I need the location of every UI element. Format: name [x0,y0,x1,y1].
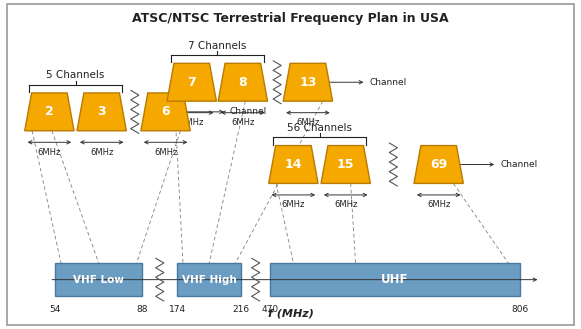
Bar [55,263,142,296]
Text: 8: 8 [239,76,247,89]
Text: 6MHz: 6MHz [90,147,113,157]
Text: 6MHz: 6MHz [334,200,357,209]
Text: 6: 6 [162,105,170,118]
Text: 69: 69 [430,158,447,171]
Text: 15: 15 [337,158,354,171]
Polygon shape [141,93,190,131]
Text: 13: 13 [299,76,317,89]
Text: 6MHz: 6MHz [180,118,203,127]
Text: 14: 14 [285,158,302,171]
Polygon shape [77,93,127,131]
Bar [177,263,241,296]
Polygon shape [284,63,332,101]
Text: 7: 7 [187,76,196,89]
Bar [270,263,520,296]
Text: VHF Low: VHF Low [73,275,124,285]
Polygon shape [24,93,74,131]
Text: 6MHz: 6MHz [296,118,320,127]
Text: 6MHz: 6MHz [427,200,450,209]
Text: 3: 3 [98,105,106,118]
Text: f (MHz): f (MHz) [268,309,313,318]
Text: 5 Channels: 5 Channels [46,70,105,80]
Text: ATSC/NTSC Terrestrial Frequency Plan in USA: ATSC/NTSC Terrestrial Frequency Plan in … [132,12,449,25]
Polygon shape [218,63,267,101]
Text: 2: 2 [45,105,54,118]
Text: 6MHz: 6MHz [154,147,177,157]
Text: 6MHz: 6MHz [282,200,305,209]
Polygon shape [321,145,371,184]
Text: 806: 806 [511,305,529,314]
Text: Channel: Channel [370,78,407,87]
Text: 470: 470 [261,305,279,314]
Polygon shape [167,63,216,101]
Text: 88: 88 [137,305,148,314]
Text: 56 Channels: 56 Channels [287,123,352,133]
Text: 7 Channels: 7 Channels [188,41,246,51]
Polygon shape [269,145,318,184]
Text: Channel: Channel [500,160,537,169]
Text: UHF: UHF [381,273,409,286]
Text: 216: 216 [232,305,250,314]
Text: 6MHz: 6MHz [38,147,61,157]
Text: 54: 54 [49,305,61,314]
Text: 174: 174 [168,305,186,314]
Text: Channel: Channel [230,107,267,116]
Polygon shape [414,145,464,184]
Text: 6MHz: 6MHz [231,118,254,127]
Text: VHF High: VHF High [182,275,236,285]
